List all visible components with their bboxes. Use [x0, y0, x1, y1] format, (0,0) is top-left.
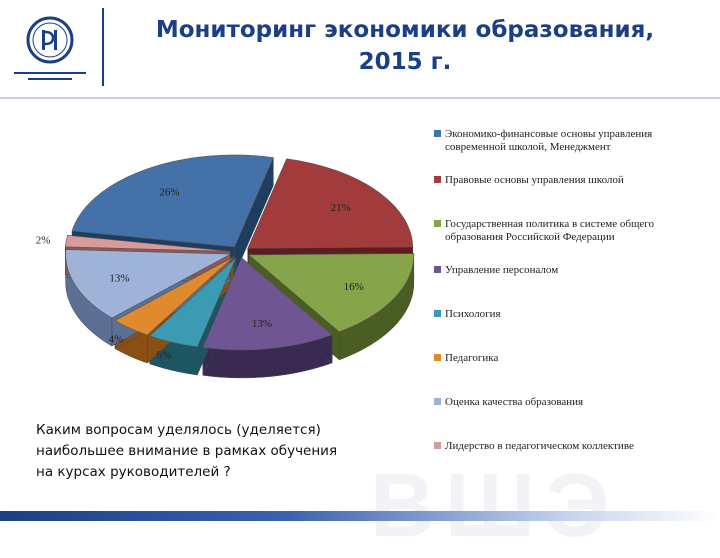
legend-swatch-3 [434, 266, 441, 273]
page-title: Мониторинг экономики образования, 2015 г… [110, 14, 700, 78]
pie-chart: 26% 21% 16% 13% 5% 4% 13% 2% Экономико-финансовы… [36, 128, 655, 452]
legend-label-2: Государственная политика в системе общег… [445, 218, 655, 243]
legend-label-3: Управление персоналом [445, 264, 558, 276]
background-watermark: ВШЭ [370, 456, 620, 556]
legend-swatch-4 [434, 310, 441, 317]
pie-tops [64, 154, 415, 351]
pie-slice-5 [114, 256, 234, 336]
legend-swatch-0 [434, 130, 441, 137]
pie-value-labels: 26% 21% 16% 13% 5% 4% 13% 2% [36, 187, 364, 362]
legend-label-7: Лидерство в педагогическом коллективе [445, 440, 634, 452]
header-divider [102, 8, 104, 86]
pie-slice-6 [65, 249, 232, 319]
pie-value-label-0: 26% [159, 187, 179, 199]
pie-value-label-1: 21% [331, 202, 351, 214]
legend-swatch-6 [434, 398, 441, 405]
pie-value-label-3: 13% [252, 318, 272, 330]
legend-label-6: Оценка качества образования [445, 396, 583, 408]
pie-slice-7 [64, 235, 231, 252]
legend-swatch-7 [434, 442, 441, 449]
slide-header: Мониторинг экономики образования, 2015 г… [0, 0, 720, 100]
pie-value-label-7: 2% [36, 235, 51, 247]
pie-value-label-2: 16% [344, 281, 364, 293]
legend-swatch-5 [434, 354, 441, 361]
legend-label-0: Экономико-финансовые основы управления со… [445, 128, 652, 153]
pie-slice-4 [149, 257, 237, 348]
question-text: Каким вопросам уделялось (уделяется) наи… [36, 420, 396, 483]
pie-slice-0 [71, 154, 274, 248]
question-line-2: наибольшее внимание в рамках обучения [36, 443, 338, 459]
pie-value-label-6: 13% [109, 272, 129, 284]
header-rule [0, 97, 720, 99]
pie-value-label-5: 4% [109, 333, 124, 345]
legend-label-4: Психология [445, 308, 501, 320]
legend-swatch-1 [434, 176, 441, 183]
title-line-1: Мониторинг экономики образования, [155, 17, 655, 43]
pie-value-label-4: 5% [157, 349, 172, 361]
pie-slice-3 [202, 257, 333, 351]
question-line-3: на курсах руководителей ? [36, 464, 231, 480]
title-line-2: 2015 г. [358, 49, 452, 75]
legend-label-1: Правовые основы управления школой [445, 174, 624, 186]
legend-swatch-2 [434, 220, 441, 227]
legend-label-5: Педагогика [445, 352, 498, 364]
university-logo-icon [14, 16, 86, 80]
footer-band [0, 511, 720, 521]
question-line-1: Каким вопросам уделялось (уделяется) [36, 422, 321, 438]
pie-slice-2 [248, 253, 415, 333]
pie-slice-1 [247, 158, 414, 249]
chart-legend: Экономико-финансовые основы управления со… [434, 128, 655, 452]
